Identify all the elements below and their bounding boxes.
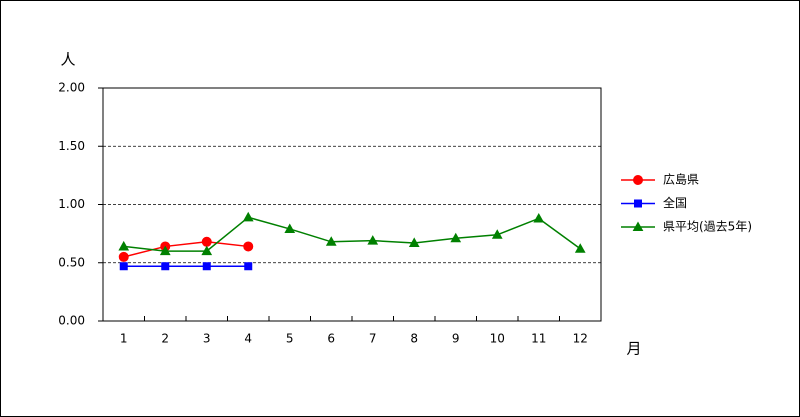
marker <box>202 262 211 271</box>
y-tick-label: 0.50 <box>58 255 85 269</box>
marker <box>118 240 130 251</box>
marker <box>119 262 128 271</box>
marker <box>491 229 503 239</box>
legend-label: 全国 <box>663 195 687 210</box>
y-tick-label: 0.00 <box>58 314 85 328</box>
marker <box>533 212 545 223</box>
marker <box>159 245 171 256</box>
marker <box>367 235 379 245</box>
x-tick-label: 1 <box>120 332 128 346</box>
series-line <box>123 216 581 252</box>
marker <box>161 262 170 271</box>
y-tick-label: 2.00 <box>58 81 85 95</box>
plot-area <box>103 88 601 321</box>
marker <box>242 211 254 222</box>
legend-marker <box>634 199 642 208</box>
marker <box>243 241 254 252</box>
legend-marker <box>633 175 643 185</box>
marker <box>284 223 296 233</box>
x-tick-label: 4 <box>244 332 252 346</box>
legend-marker <box>632 221 644 231</box>
marker <box>325 236 337 246</box>
series-line <box>123 241 249 258</box>
x-tick-label: 5 <box>286 332 294 346</box>
y-axis-label: 人 <box>60 51 75 69</box>
x-tick-label: 12 <box>573 332 588 346</box>
marker <box>118 251 129 262</box>
legend-label: 広島県 <box>663 172 699 187</box>
y-tick-label: 1.50 <box>58 139 85 153</box>
x-tick-label: 9 <box>452 332 460 346</box>
x-axis-label: 月 <box>626 340 641 358</box>
x-tick-label: 8 <box>410 332 418 346</box>
x-tick-label: 3 <box>203 332 211 346</box>
x-tick-label: 7 <box>369 332 377 346</box>
x-tick-label: 11 <box>531 332 546 346</box>
plot-border <box>102 87 602 322</box>
y-tick-label: 1.00 <box>58 197 85 211</box>
marker <box>408 237 420 247</box>
marker <box>450 232 462 243</box>
x-tick-label: 2 <box>161 332 169 346</box>
x-tick-label: 6 <box>327 332 335 346</box>
marker <box>201 236 212 247</box>
legend-label: 県平均(過去5年) <box>663 220 752 234</box>
x-tick-label: 10 <box>490 332 505 346</box>
marker <box>201 245 213 256</box>
marker <box>574 243 586 253</box>
marker <box>244 262 253 271</box>
